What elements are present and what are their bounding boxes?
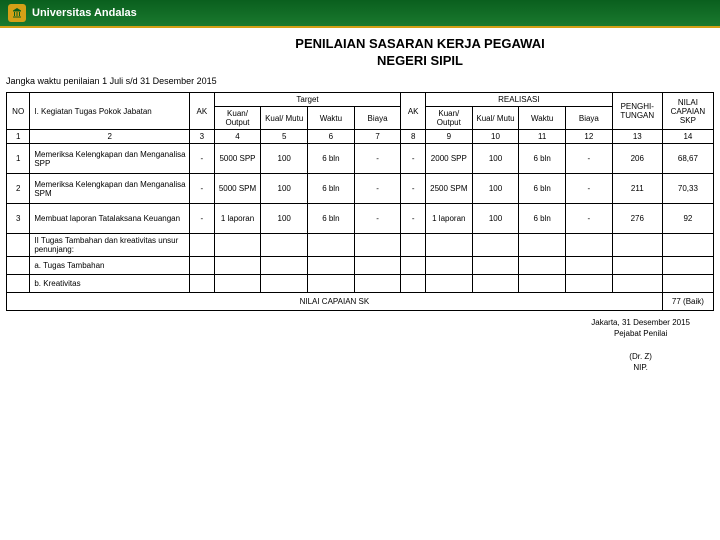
- cell-r-kuan: 1 laporan: [425, 204, 472, 234]
- num-5: 5: [261, 130, 308, 144]
- cell-t-waktu: 6 bln: [308, 204, 355, 234]
- cell-r-kuan: 2000 SPP: [425, 144, 472, 174]
- skp-table: NO I. Kegiatan Tugas Pokok Jabatan AK Ta…: [6, 92, 714, 311]
- cell-ak: -: [190, 204, 215, 234]
- num-11: 11: [519, 130, 566, 144]
- num-9: 9: [425, 130, 472, 144]
- cell-ak2: -: [401, 174, 426, 204]
- cell-ak: -: [190, 174, 215, 204]
- period-label: Jangka waktu penilaian 1 Juli s/d 31 Des…: [6, 76, 714, 86]
- cell-keg: Memeriksa Kelengkapan dan Menganalisa SP…: [30, 144, 190, 174]
- col-nilai: NILAI CAPAIAN SKP: [662, 93, 713, 130]
- cell-r-biaya: -: [566, 174, 613, 204]
- num-1: 1: [7, 130, 30, 144]
- cell-no: 1: [7, 144, 30, 174]
- cell-r-waktu: 6 bln: [519, 204, 566, 234]
- cell-t-kual: 100: [261, 144, 308, 174]
- cell-no: 2: [7, 174, 30, 204]
- cell-r-biaya: -: [566, 144, 613, 174]
- col-t-kuan: Kuan/ Output: [214, 107, 261, 130]
- sub-tambahan-row: II Tugas Tambahan dan kreativitas unsur …: [7, 234, 714, 257]
- cell-t-biaya: -: [354, 174, 401, 204]
- cell-peng: 276: [612, 204, 662, 234]
- num-13: 13: [612, 130, 662, 144]
- cell-peng: 211: [612, 174, 662, 204]
- cell-r-kuan: 2500 SPM: [425, 174, 472, 204]
- cell-t-waktu: 6 bln: [308, 144, 355, 174]
- cell-nilai: 70,33: [662, 174, 713, 204]
- sign-name: (Dr. Z): [629, 352, 652, 361]
- header-row-1: NO I. Kegiatan Tugas Pokok Jabatan AK Ta…: [7, 93, 714, 107]
- col-no: NO: [7, 93, 30, 130]
- num-7: 7: [354, 130, 401, 144]
- cell-peng: 206: [612, 144, 662, 174]
- table-row: 2 Memeriksa Kelengkapan dan Menganalisa …: [7, 174, 714, 204]
- col-ak: AK: [190, 93, 215, 130]
- cell-r-kual: 100: [472, 174, 519, 204]
- sign-place-date: Jakarta, 31 Desember 2015: [591, 318, 690, 327]
- total-row: NILAI CAPAIAN SK 77 (Baik): [7, 293, 714, 311]
- col-r-kual: Kual/ Mutu: [472, 107, 519, 130]
- cell-t-biaya: -: [354, 204, 401, 234]
- col-kegiatan: I. Kegiatan Tugas Pokok Jabatan: [30, 93, 190, 130]
- sub-b-row: b. Kreativitas: [7, 275, 714, 293]
- cell-ak2: -: [401, 144, 426, 174]
- cell-t-kuan: 1 laporan: [214, 204, 261, 234]
- col-t-biaya: Biaya: [354, 107, 401, 130]
- cell-r-waktu: 6 bln: [519, 174, 566, 204]
- cell-no: 3: [7, 204, 30, 234]
- cell-r-kual: 100: [472, 204, 519, 234]
- cell-keg: Membuat laporan Tatalaksana Keuangan: [30, 204, 190, 234]
- doc-title-line2: NEGERI SIPIL: [0, 53, 720, 68]
- col-target: Target: [214, 93, 401, 107]
- cell-t-kual: 100: [261, 204, 308, 234]
- number-row: 1 2 3 4 5 6 7 8 9 10 11 12 13 14: [7, 130, 714, 144]
- num-8: 8: [401, 130, 426, 144]
- total-label: NILAI CAPAIAN SK: [7, 293, 663, 311]
- app-header: Universitas Andalas: [0, 0, 720, 28]
- cell-ak: -: [190, 144, 215, 174]
- col-r-biaya: Biaya: [566, 107, 613, 130]
- col-realisasi: REALISASI: [425, 93, 612, 107]
- num-14: 14: [662, 130, 713, 144]
- cell-ak2: -: [401, 204, 426, 234]
- col-ak2: AK: [401, 93, 426, 130]
- signature-block: Jakarta, 31 Desember 2015 Pejabat Penila…: [0, 317, 690, 373]
- sign-nip: NIP.: [633, 363, 648, 372]
- num-12: 12: [566, 130, 613, 144]
- cell-keg: Memeriksa Kelengkapan dan Menganalisa SP…: [30, 174, 190, 204]
- sub-tambahan: II Tugas Tambahan dan kreativitas unsur …: [30, 234, 190, 257]
- num-2: 2: [30, 130, 190, 144]
- cell-t-biaya: -: [354, 144, 401, 174]
- sign-role: Pejabat Penilai: [614, 329, 667, 338]
- col-r-kuan: Kuan/ Output: [425, 107, 472, 130]
- doc-title-line1: PENILAIAN SASARAN KERJA PEGAWAI: [0, 36, 720, 51]
- cell-nilai: 68,67: [662, 144, 713, 174]
- num-4: 4: [214, 130, 261, 144]
- cell-t-kuan: 5000 SPP: [214, 144, 261, 174]
- cell-r-waktu: 6 bln: [519, 144, 566, 174]
- university-logo-icon: [8, 4, 26, 22]
- num-6: 6: [308, 130, 355, 144]
- cell-t-waktu: 6 bln: [308, 174, 355, 204]
- col-penghitungan: PENGHI-TUNGAN: [612, 93, 662, 130]
- cell-t-kual: 100: [261, 174, 308, 204]
- university-name: Universitas Andalas: [32, 7, 137, 19]
- col-r-waktu: Waktu: [519, 107, 566, 130]
- cell-t-kuan: 5000 SPM: [214, 174, 261, 204]
- cell-r-kual: 100: [472, 144, 519, 174]
- cell-r-biaya: -: [566, 204, 613, 234]
- num-3: 3: [190, 130, 215, 144]
- total-value: 77 (Baik): [662, 293, 713, 311]
- table-row: 1 Memeriksa Kelengkapan dan Menganalisa …: [7, 144, 714, 174]
- num-10: 10: [472, 130, 519, 144]
- table-row: 3 Membuat laporan Tatalaksana Keuangan -…: [7, 204, 714, 234]
- cell-nilai: 92: [662, 204, 713, 234]
- col-t-waktu: Waktu: [308, 107, 355, 130]
- col-t-kual: Kual/ Mutu: [261, 107, 308, 130]
- sub-a: a. Tugas Tambahan: [30, 257, 190, 275]
- sub-b: b. Kreativitas: [30, 275, 190, 293]
- sub-a-row: a. Tugas Tambahan: [7, 257, 714, 275]
